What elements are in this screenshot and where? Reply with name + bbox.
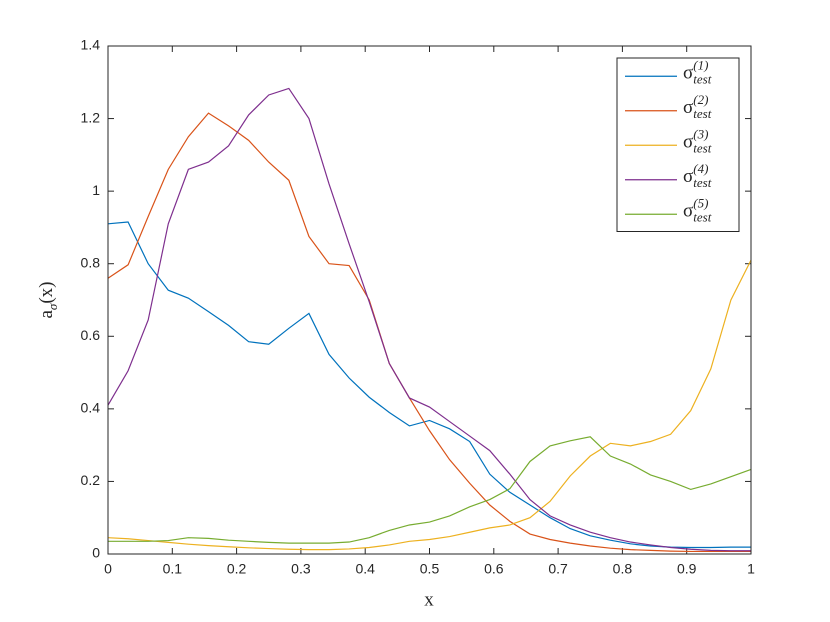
series-line xyxy=(107,259,752,551)
y-tick-label: 1.4 xyxy=(81,37,101,53)
series-line xyxy=(107,87,751,552)
legend-label: σtest(4) xyxy=(683,161,712,190)
x-tick-label: 0.2 xyxy=(227,561,247,577)
x-tick-label: 1 xyxy=(747,561,755,577)
legend-label: σtest(3) xyxy=(683,126,712,155)
x-tick-label: 0.4 xyxy=(355,561,375,577)
series-line xyxy=(107,112,751,553)
x-tick-label: 0.8 xyxy=(613,561,633,577)
axes-box xyxy=(107,45,752,555)
y-axis-label: aσ(x) xyxy=(36,281,60,318)
x-tick-label: 0.9 xyxy=(677,561,697,577)
y-tick-label: 0.8 xyxy=(81,254,101,270)
series-line xyxy=(107,221,751,549)
x-tick-label: 0.1 xyxy=(163,561,183,577)
y-tick-label: 0.6 xyxy=(81,327,101,343)
x-tick-label: 0.7 xyxy=(548,561,568,577)
y-tick-label: 1 xyxy=(92,182,100,198)
y-tick-label: 0 xyxy=(92,545,100,561)
x-tick-label: 0 xyxy=(104,561,112,577)
x-axis-label: x xyxy=(424,589,434,610)
x-tick-label: 0.6 xyxy=(484,561,504,577)
legend-label: σtest(5) xyxy=(683,195,712,224)
legend-label: σtest(2) xyxy=(683,92,712,121)
x-tick-label: 0.5 xyxy=(420,561,440,577)
y-tick-label: 0.4 xyxy=(81,400,101,416)
legend-label: σtest(1) xyxy=(683,57,712,86)
series-line xyxy=(108,436,752,544)
x-tick-label: 0.3 xyxy=(291,561,311,577)
y-tick-label: 0.2 xyxy=(81,472,101,488)
y-tick-label: 1.2 xyxy=(81,109,101,125)
